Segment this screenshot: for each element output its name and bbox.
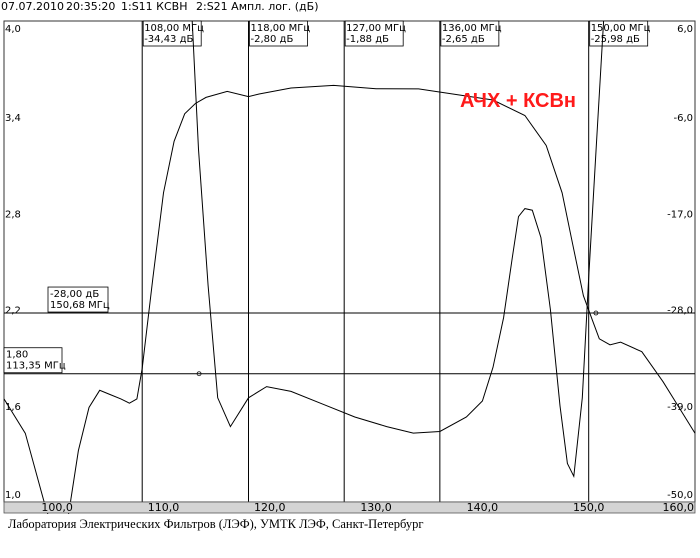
marker-label-freq: 136,00 МГц [442,23,502,34]
ref-label-freq: 113,35 МГц [6,361,66,372]
marker-label-box [344,20,404,47]
x-axis-bar [3,501,696,514]
y-left-tick-label: 2,8 [5,209,21,220]
series-line [191,20,605,479]
intersection-dot [196,371,202,377]
marker-label-freq: 108,00 МГц [144,23,204,34]
marker-label-freq: 150,00 МГц [591,23,651,34]
header-time: 20:35:20 [66,0,116,13]
x-tick-label: 100,0 [41,501,73,514]
y-left-tick-label: 1,0 [5,490,21,501]
y-left-tick-label: 2,2 [5,306,21,317]
marker-label-freq: 118,00 МГц [251,23,311,34]
x-tick-label: 120,0 [254,501,286,514]
y-left-tick-label: 3,4 [5,113,21,124]
marker-label-value: -34,43 дБ [144,34,193,45]
ref-label-freq: 150,68 МГц [50,300,110,311]
header-trace2: 2:S21 Ампл. лог. (дБ) [196,0,319,13]
ref-label-box [3,347,63,374]
chart-annotation: АЧХ + КСВн [460,90,576,112]
marker-label-value: -1,88 дБ [346,34,389,45]
marker-label-value: -25,98 дБ [591,34,640,45]
marker-label-box [249,20,308,47]
header-date: 07.07.2010 [1,0,64,13]
marker-label-box [142,20,202,47]
ref-label-box [47,286,109,313]
y-right-tick-label: 6,0 [677,24,693,35]
series-line [3,84,696,514]
marker-label-freq: 127,00 МГц [346,23,406,34]
y-right-tick-label: -39,0 [667,402,693,413]
y-right-tick-label: -50,0 [667,490,693,501]
ref-label-value: -28,00 дБ [50,289,99,300]
marker-label-box [440,20,500,47]
y-right-tick-label: -17,0 [667,209,693,220]
footer-credit: Лаборатория Электрических Фильтров (ЛЭФ)… [8,517,424,531]
plot-frame [3,20,696,503]
intersection-dot [593,310,599,316]
y-left-tick-label: 4,0 [5,24,21,35]
x-tick-label: 150,0 [573,501,605,514]
x-tick-label: 140,0 [467,501,499,514]
header-trace1: 1:S11 КСВН [121,0,188,13]
x-tick-label: 130,0 [360,501,392,514]
x-tick-label: 160,0 [663,501,695,514]
marker-label-value: -2,80 дБ [251,34,294,45]
marker-label-value: -2,65 дБ [442,34,485,45]
ref-label-value: 1,80 [6,350,28,361]
y-right-tick-label: -6,0 [673,113,693,124]
y-right-tick-label: -28,0 [667,306,693,317]
marker-label-box [589,20,649,47]
x-tick-label: 110,0 [148,501,180,514]
y-left-tick-label: 1,6 [5,402,21,413]
